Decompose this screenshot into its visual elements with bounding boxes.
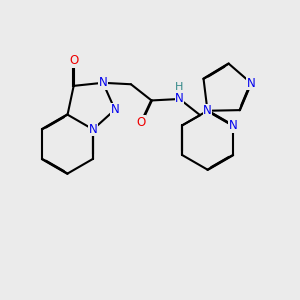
Text: N: N (247, 76, 255, 89)
Text: N: N (203, 104, 212, 117)
Text: N: N (99, 76, 107, 89)
Text: N: N (89, 123, 98, 136)
Text: H: H (175, 82, 184, 92)
Text: N: N (175, 92, 184, 106)
Text: N: N (111, 103, 119, 116)
Text: O: O (69, 54, 78, 67)
Text: O: O (136, 116, 146, 129)
Text: N: N (229, 119, 237, 132)
